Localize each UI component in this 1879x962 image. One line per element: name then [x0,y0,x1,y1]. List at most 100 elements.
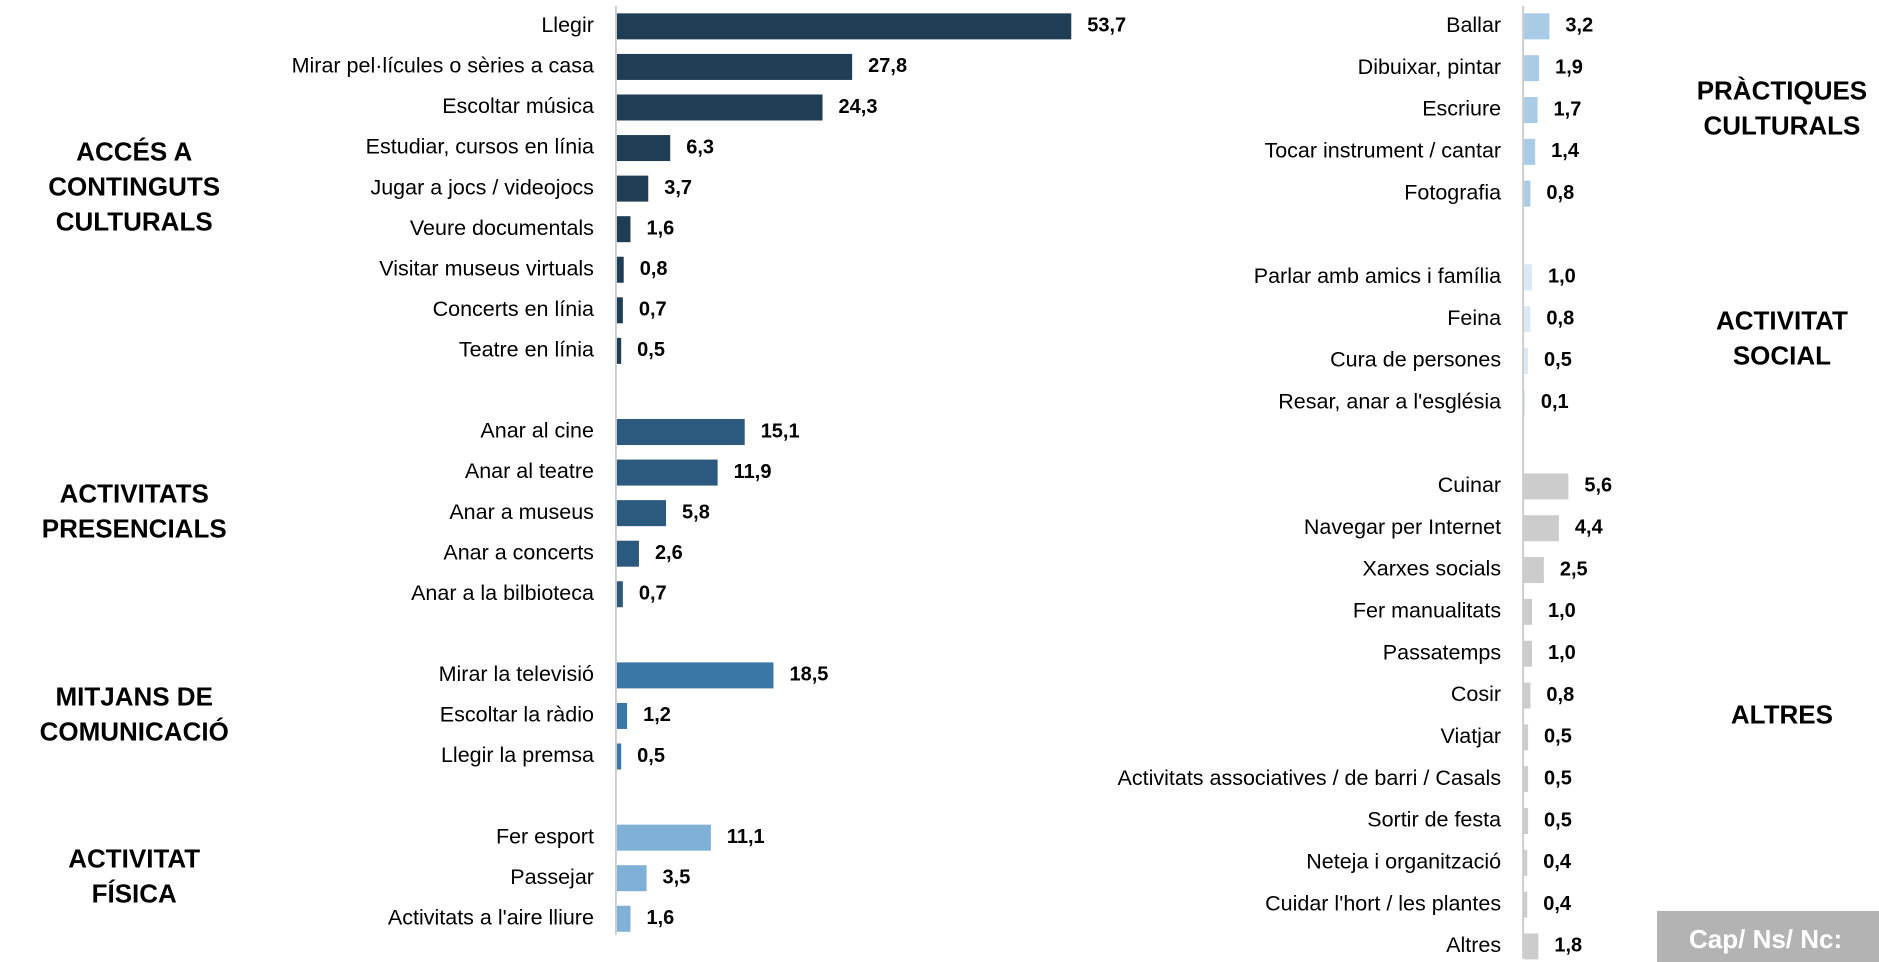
value-label: 0,8 [1546,307,1574,329]
bar [616,175,649,202]
value-label: 4,4 [1575,517,1604,539]
bar [1524,598,1533,625]
category-label: Mirar la televisió [439,662,594,686]
bar [1524,933,1539,960]
value-label: 0,5 [1544,809,1572,831]
category-label: Cuidar l'hort / les plantes [1265,891,1501,915]
bar [616,256,624,283]
category-label: Anar a concerts [443,540,594,564]
category-label: Anar al cine [480,419,594,443]
value-label: 18,5 [789,664,828,686]
value-label: 0,4 [1543,851,1572,873]
bar [1524,347,1529,374]
bar [1524,515,1559,542]
bar [616,662,774,689]
category-label: Viatjar [1441,724,1502,748]
value-label: 27,8 [868,55,907,77]
bar [616,13,1072,40]
value-label: 0,5 [637,745,665,767]
group-label: MITJANS DE [55,681,212,711]
value-label: 0,8 [640,258,668,280]
bar [1524,264,1533,291]
category-label: Tocar instrument / cantar [1264,139,1501,163]
bar [616,297,623,324]
bar [616,500,667,527]
bar [1524,13,1550,40]
category-label: Activitats associatives / de barri / Cas… [1118,766,1502,790]
category-label: Escoltar la ràdio [440,703,594,727]
category-label: Dibuixar, pintar [1358,55,1501,79]
value-label: 1,0 [1548,600,1576,622]
value-label: 1,7 [1554,98,1582,120]
value-label: 1,2 [643,704,671,726]
bar [616,135,671,162]
category-label: Veure documentals [410,216,594,240]
value-label: 1,0 [1548,642,1576,664]
value-label: 0,8 [1546,182,1574,204]
category-label: Anar a la bilbioteca [411,581,594,605]
category-label: Sortir de festa [1367,808,1501,832]
bar [1524,557,1544,584]
category-label: Passatemps [1383,640,1501,664]
value-label: 0,7 [639,299,667,321]
bar [1524,724,1529,751]
bar [616,905,631,932]
category-label: Cura de persones [1330,348,1501,372]
bar [616,702,628,729]
group-label: PRÀCTIQUES [1697,75,1867,105]
bar [616,94,823,121]
bar [616,743,622,770]
category-label: Fotografia [1404,180,1501,204]
group-label: FÍSICA [92,879,177,909]
bar [1524,807,1529,834]
category-label: Neteja i organització [1306,849,1501,873]
value-label: 11,9 [734,461,772,483]
category-label: Estudiar, cursos en línia [366,135,594,159]
value-label: 2,6 [655,542,683,564]
category-label: Llegir la premsa [441,743,594,767]
value-label: 6,3 [686,136,714,158]
value-label: 2,5 [1560,558,1588,580]
bar [1524,138,1536,165]
value-label: 24,3 [839,96,878,118]
category-label: Visitar museus virtuals [379,256,594,280]
value-label: 15,1 [761,420,800,442]
bar [1524,849,1528,876]
bar [616,459,718,486]
value-label: 3,5 [663,866,691,888]
group-label: ACTIVITAT [1716,305,1848,335]
category-label: Passejar [510,865,594,889]
category-label: Xarxes socials [1362,557,1501,581]
bar [1524,682,1531,709]
value-label: 5,6 [1584,475,1612,497]
category-label: Parlar amb amics i família [1254,264,1501,288]
value-label: 1,0 [1548,266,1576,288]
bar [1524,389,1526,416]
category-label: Anar al teatre [465,459,594,483]
category-label: Feina [1447,306,1501,330]
bar [1524,97,1538,124]
group-label: COMUNICACIÓ [40,716,229,746]
category-label: Mirar pel·lícules o sèries a casa [292,54,594,78]
value-label: 11,1 [727,826,765,848]
value-label: 5,8 [682,501,710,523]
value-label: 1,8 [1554,935,1582,957]
bar [1524,180,1531,207]
value-label: 1,6 [646,907,674,929]
bar [1524,766,1529,793]
note-box [1657,911,1879,962]
value-label: 0,5 [637,339,665,361]
group-label: CULTURALS [56,206,213,236]
bar [616,581,623,608]
category-label: Anar a museus [449,500,594,524]
value-label: 3,2 [1565,15,1593,37]
group-label: ALTRES [1731,699,1833,729]
category-label: Ballar [1446,13,1501,37]
category-label: Escoltar música [442,94,594,118]
group-label: PRESENCIALS [42,514,227,544]
bar [1524,891,1528,918]
category-label: Cosir [1451,682,1501,706]
bar [616,419,745,446]
value-label: 0,8 [1546,684,1574,706]
